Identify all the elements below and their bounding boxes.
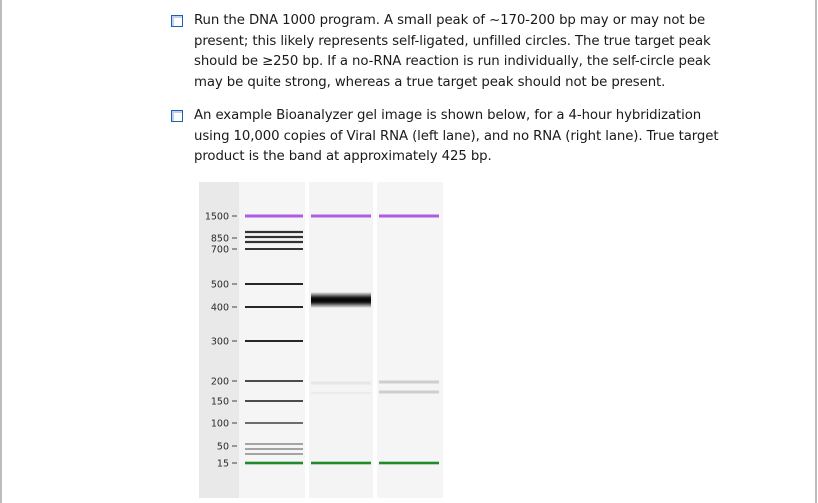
ladder-band [245,248,303,250]
checkbox-icon[interactable] [171,110,183,122]
ladder-size-label: 300 [211,337,229,348]
ladder-band [245,340,303,342]
ladder-size-label: 850 [211,234,229,245]
ladder-band [245,443,303,445]
text-line: An example Bioanalyzer gel image is show… [194,108,702,123]
ladder-size-label: 150 [211,397,229,408]
bullet-text: An example Bioanalyzer gel image is show… [194,106,734,168]
ladder-band-lower-marker [245,461,303,465]
ladder-label-column [199,182,239,498]
ladder-size-label: 15 [217,459,229,470]
text-line: Run the DNA 1000 program. A small peak o… [194,13,706,28]
bioanalyzer-gel-image: 1500 850 700 500 400 300 200 150 100 50 15 [199,182,445,498]
ladder-size-label: 400 [211,303,229,314]
text-line: should be ≥250 bp. If a no-RNA reaction … [194,54,711,69]
sample-band-self-circle [379,390,439,394]
left-border [0,0,2,503]
ladder-band [245,400,303,402]
ladder-size-label: 1500 [205,212,229,223]
sample-band-self-circle [379,380,439,384]
ladder-size-label: 200 [211,377,229,388]
ladder-size-label: 50 [217,442,229,453]
text-line: may be quite strong, whereas a true targ… [194,74,666,90]
ladder-band-upper-marker [245,214,303,218]
sample-band-faint [311,381,371,385]
ladder-size-label: 100 [211,419,229,430]
sample-band-faint [311,392,371,394]
sample-band-upper-marker [311,214,371,218]
ladder-band [245,448,303,450]
sample-band-lower-marker [311,461,371,465]
sample-band-lower-marker [379,461,439,465]
checkbox-icon[interactable] [171,15,183,27]
text-line: using 10,000 copies of Viral RNA (left l… [194,128,719,144]
text-line: present; this likely represents self-lig… [194,33,711,49]
ladder-size-label: 500 [211,280,229,291]
sample-band-upper-marker [379,214,439,218]
ladder-band [245,422,303,424]
right-border [815,0,817,503]
ladder-band [245,230,303,234]
text-line: product is the band at approximately 425… [194,149,492,164]
ladder-band [245,235,303,239]
ladder-band [245,380,303,382]
ladder-band [245,240,303,244]
lane-viral-rna [309,182,373,498]
lane-no-rna [377,182,443,498]
ladder-size-label: 700 [211,245,229,256]
ladder-band [245,283,303,285]
ladder-band [245,453,303,455]
sample-band-target-product [311,292,371,308]
bullet-text: Run the DNA 1000 program. A small peak o… [194,11,734,93]
ladder-band [245,306,303,308]
